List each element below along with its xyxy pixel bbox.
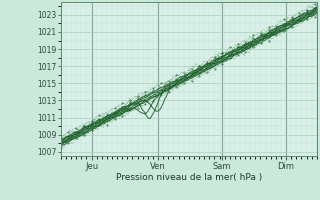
X-axis label: Pression niveau de la mer( hPa ): Pression niveau de la mer( hPa )	[116, 173, 262, 182]
